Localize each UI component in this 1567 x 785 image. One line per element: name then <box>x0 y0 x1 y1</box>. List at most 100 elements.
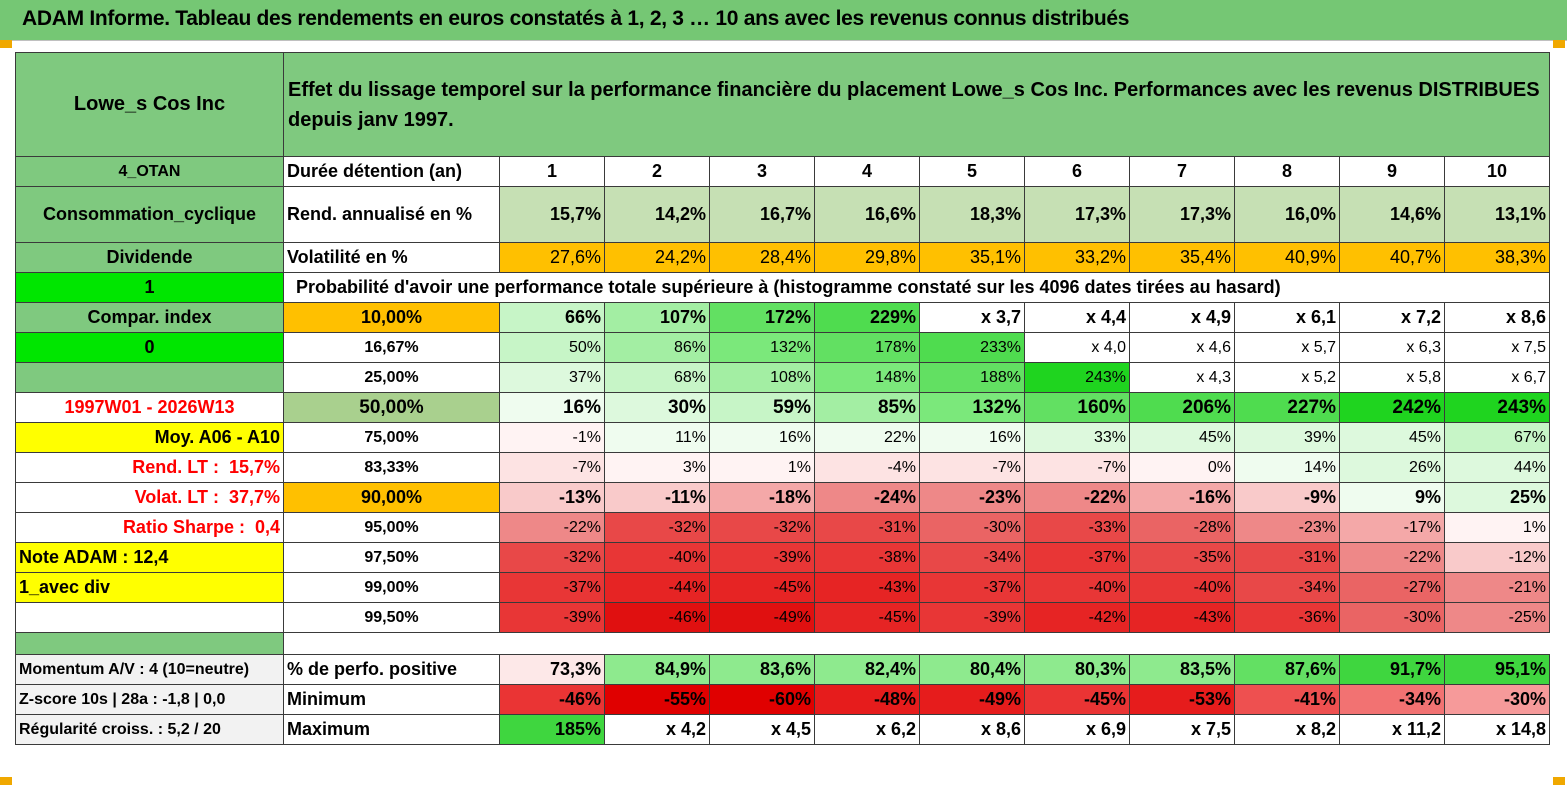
stat-cell: -60% <box>709 684 815 715</box>
period-label: 1997W01 - 2026W13 <box>15 392 284 423</box>
probability-threshold: 75,00% <box>283 422 500 453</box>
probability-cell: -13% <box>499 482 605 513</box>
rend-value: 16,0% <box>1234 186 1340 243</box>
stat-rows: Momentum A/V : 4 (10=neutre)% de perfo. … <box>15 654 1550 745</box>
vol-value: 35,1% <box>919 242 1025 273</box>
probability-row: Ratio Sharpe :0,4 95,00% -22% -32% -32% -31% -… <box>15 512 1550 543</box>
title-bar: ADAM Informe. Tableau des rendements en … <box>0 0 1567 41</box>
corner-marker <box>0 40 12 48</box>
probability-cell: -45% <box>709 572 815 603</box>
vol-value: 40,9% <box>1234 242 1340 273</box>
rend-lt: Rend. LT : 15,7% <box>15 452 284 483</box>
year-header: 10 <box>1444 156 1550 187</box>
probability-cell: 59% <box>709 392 815 423</box>
probability-cell: 68% <box>604 362 710 393</box>
probability-cell: 227% <box>1234 392 1340 423</box>
stat-cell: 95,1% <box>1444 654 1550 685</box>
stat-cell: x 4,2 <box>604 714 710 745</box>
spacer <box>283 632 1550 655</box>
stat-cell: x 6,2 <box>814 714 920 745</box>
probability-cell: -37% <box>1024 542 1130 573</box>
stat-row: Momentum A/V : 4 (10=neutre)% de perfo. … <box>15 654 1550 685</box>
vol-value: 35,4% <box>1129 242 1235 273</box>
empty-left-cell <box>15 362 284 393</box>
vol-value: 27,6% <box>499 242 605 273</box>
rend-value: 16,6% <box>814 186 920 243</box>
sharpe-ratio-value: 0,4 <box>254 517 280 537</box>
vol-value: 40,7% <box>1339 242 1445 273</box>
year-header: 5 <box>919 156 1025 187</box>
flag-1: 1 <box>15 272 284 303</box>
stat-cell: -34% <box>1339 684 1445 715</box>
probability-row: Note ADAM : 12,4 97,50% -32% -40% -39% -38% -3… <box>15 542 1550 573</box>
probability-cell: -39% <box>709 542 815 573</box>
flag-2: 0 <box>15 332 284 363</box>
probability-cell: 148% <box>814 362 920 393</box>
regularite-label: Régularité croiss. : 5,2 / 20 <box>15 714 284 745</box>
probability-cell: 206% <box>1129 392 1235 423</box>
probability-cell: -30% <box>919 512 1025 543</box>
probability-cell: x 4,4 <box>1024 302 1130 333</box>
probability-cell: 16% <box>499 392 605 423</box>
probability-threshold: 99,50% <box>283 602 500 633</box>
stat-cell: -45% <box>1024 684 1130 715</box>
probability-cell: -30% <box>1339 602 1445 633</box>
empty-left-cell <box>15 602 284 633</box>
probability-cell: -32% <box>709 512 815 543</box>
probability-cell: 243% <box>1024 362 1130 393</box>
stat-cell: x 8,6 <box>919 714 1025 745</box>
probability-row: 1_avec div 99,00% -37% -44% -45% -43% -37% -40%… <box>15 572 1550 603</box>
probability-cell: 1% <box>1444 512 1550 543</box>
probability-cell: x 6,1 <box>1234 302 1340 333</box>
probability-rows: Compar. index 10,00% 66% 107% 172% 229% x 3,7 x… <box>15 302 1550 633</box>
probability-cell: -36% <box>1234 602 1340 633</box>
vol-value: 33,2% <box>1024 242 1130 273</box>
year-header: 7 <box>1129 156 1235 187</box>
probability-cell: 22% <box>814 422 920 453</box>
probability-cell: 45% <box>1129 422 1235 453</box>
probability-row: Compar. index 10,00% 66% 107% 172% 229% x 3,7 x… <box>15 302 1550 333</box>
probability-cell: 132% <box>709 332 815 363</box>
year-header: 1 <box>499 156 605 187</box>
probability-cell: 37% <box>499 362 605 393</box>
probability-cell: -39% <box>499 602 605 633</box>
probability-cell: 25% <box>1444 482 1550 513</box>
probability-cell: -11% <box>604 482 710 513</box>
probability-threshold: 97,50% <box>283 542 500 573</box>
probability-cell: -9% <box>1234 482 1340 513</box>
stat-cell: 73,3% <box>499 654 605 685</box>
stat-label: Maximum <box>283 714 500 745</box>
probability-cell: x 4,0 <box>1024 332 1130 363</box>
probability-cell: -21% <box>1444 572 1550 603</box>
rend-label: Rend. annualisé en % <box>283 186 500 243</box>
probability-cell: 3% <box>604 452 710 483</box>
probability-cell: 86% <box>604 332 710 363</box>
vol-value: 28,4% <box>709 242 815 273</box>
year-header: 6 <box>1024 156 1130 187</box>
probability-row: 25,00% 37% 68% 108% 148% 188% 243% x 4,3 x 5,2 x … <box>15 362 1550 393</box>
avec-div-label: 1_avec div <box>15 572 284 603</box>
year-header: 3 <box>709 156 815 187</box>
vol-value: 29,8% <box>814 242 920 273</box>
stat-cell: x 14,8 <box>1444 714 1550 745</box>
stat-label: % de perfo. positive <box>283 654 500 685</box>
rend-value: 13,1% <box>1444 186 1550 243</box>
probability-cell: -49% <box>709 602 815 633</box>
probability-cell: -46% <box>604 602 710 633</box>
probability-cell: 67% <box>1444 422 1550 453</box>
stat-cell: -49% <box>919 684 1025 715</box>
probability-threshold: 50,00% <box>283 392 500 423</box>
probability-cell: 172% <box>709 302 815 333</box>
stat-cell: -30% <box>1444 684 1550 715</box>
probability-row: Rend. LT :15,7% 83,33% -7% 3% 1% -4% -7% -7% 0% 1… <box>15 452 1550 483</box>
spacer-cell <box>15 632 284 655</box>
probability-cell: -4% <box>814 452 920 483</box>
stat-cell: 80,3% <box>1024 654 1130 685</box>
probability-cell: 188% <box>919 362 1025 393</box>
corner-marker <box>0 777 12 785</box>
probability-cell: -37% <box>919 572 1025 603</box>
probability-cell: 132% <box>919 392 1025 423</box>
probability-cell: -34% <box>1234 572 1340 603</box>
stat-cell: 80,4% <box>919 654 1025 685</box>
stat-cell: 87,6% <box>1234 654 1340 685</box>
